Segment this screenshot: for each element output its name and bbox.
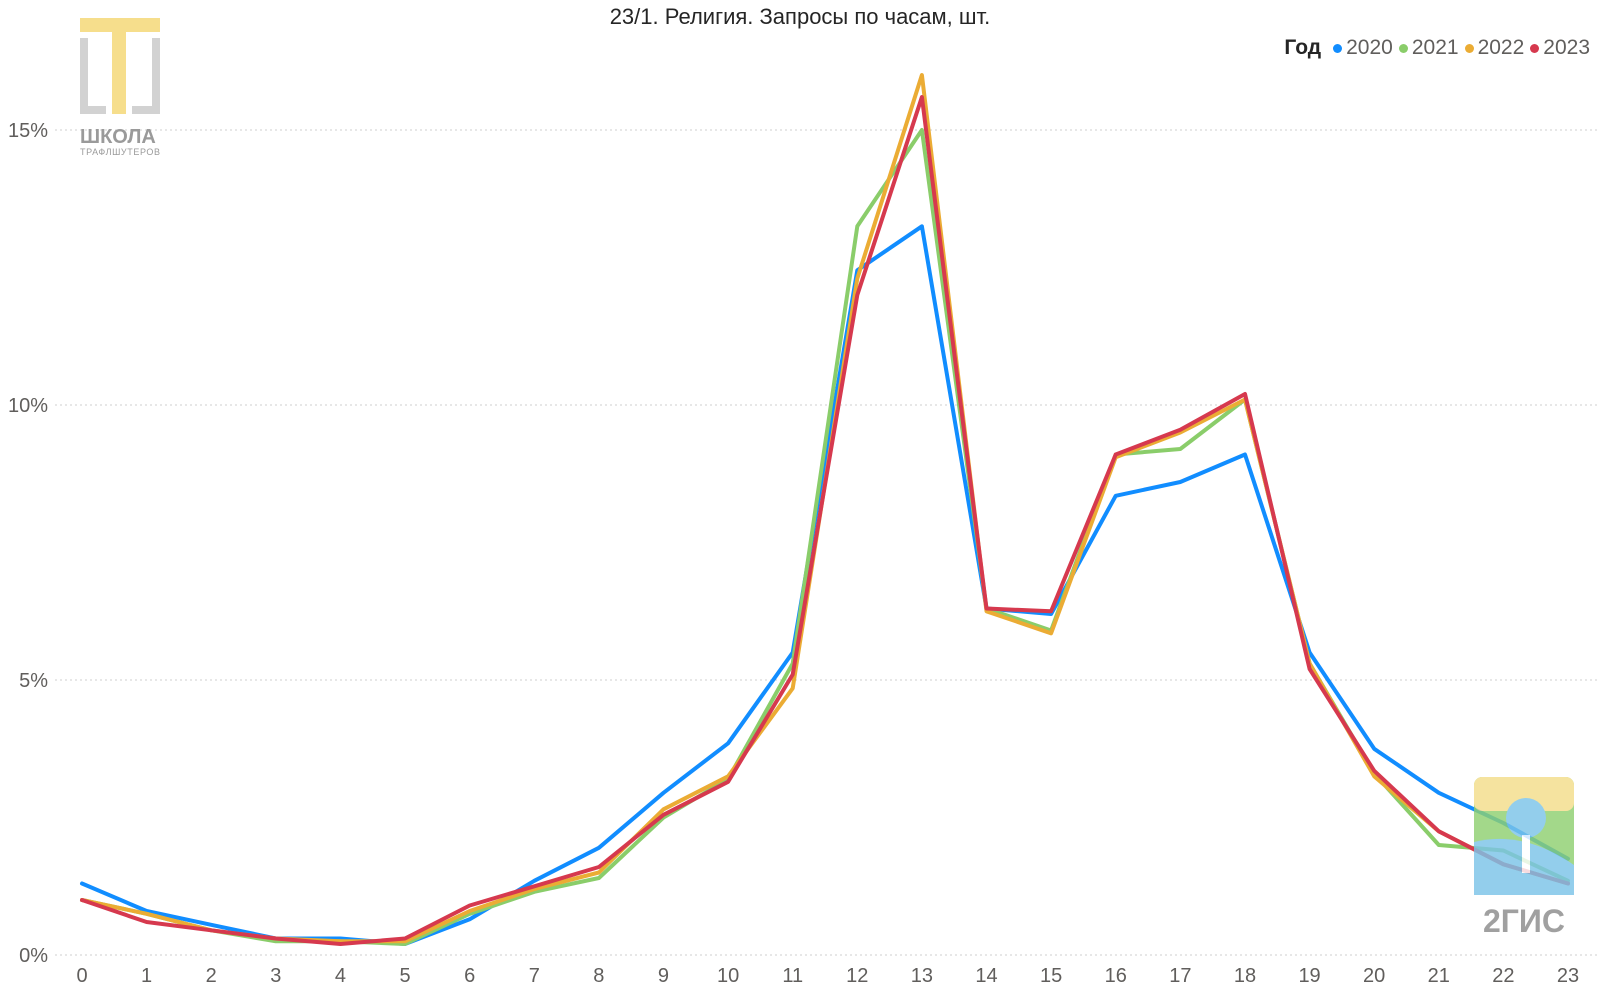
legend-item-2021[interactable]: 2021 <box>1398 36 1459 60</box>
x-tick-label: 3 <box>270 965 281 987</box>
y-tick-label: 5% <box>19 670 48 692</box>
y-tick-label: 15% <box>8 120 48 142</box>
x-tick-label: 7 <box>529 965 540 987</box>
school-logo-text: ШКОЛА <box>80 126 156 148</box>
x-tick-label: 23 <box>1557 965 1579 987</box>
series-line-2023[interactable] <box>80 95 1570 946</box>
tt-logo-icon: ШКОЛА ТРАФЛШУТЕРОВ <box>80 18 160 157</box>
x-tick-label: 8 <box>593 965 604 987</box>
2gis-logo-icon: 2ГИС <box>1474 777 1574 939</box>
gridlines <box>55 129 1600 956</box>
legend-label: 2020 <box>1346 36 1393 59</box>
x-tick-label: 16 <box>1105 965 1127 987</box>
legend-label: 2022 <box>1477 36 1525 59</box>
series-line-2021[interactable] <box>80 128 1570 946</box>
series-line-2020[interactable] <box>80 224 1570 946</box>
x-tick-label: 1 <box>141 965 152 987</box>
x-tick-label: 10 <box>717 965 739 987</box>
x-tick-label: 15 <box>1040 965 1062 987</box>
chart-title: 23/1. Религия. Запросы по часам, шт. <box>609 4 991 29</box>
legend-item-2023[interactable]: 2023 <box>1530 36 1590 60</box>
y-axis: 0% 5% 10% 15% <box>8 120 48 967</box>
x-tick-label: 20 <box>1363 965 1385 987</box>
legend-item-2020[interactable]: 2020 <box>1333 36 1393 60</box>
legend: Год 2020 2021 2022 2023 <box>1284 36 1590 60</box>
x-tick-label: 13 <box>911 965 933 987</box>
series-lines <box>80 73 1570 946</box>
x-tick-label: 6 <box>464 965 475 987</box>
legend-title: Год <box>1284 36 1322 59</box>
x-axis: 0 1 2 3 4 5 6 7 8 9 10 11 12 13 14 15 16 17 18 19 20 21 22 23 <box>76 965 1579 987</box>
x-tick-label: 22 <box>1492 965 1514 987</box>
series-line-2022[interactable] <box>80 73 1570 944</box>
x-tick-label: 14 <box>975 965 997 987</box>
y-tick-label: 10% <box>8 395 48 417</box>
x-tick-label: 9 <box>658 965 669 987</box>
legend-marker <box>1333 43 1343 53</box>
y-tick-label: 0% <box>19 945 48 967</box>
legend-item-2022[interactable]: 2022 <box>1464 36 1525 60</box>
school-logo-subtext: ТРАФЛШУТЕРОВ <box>80 147 160 157</box>
gis-logo-text: 2ГИС <box>1483 903 1565 939</box>
x-tick-label: 21 <box>1428 965 1450 987</box>
legend-marker <box>1464 43 1474 53</box>
x-tick-label: 11 <box>782 965 803 987</box>
x-tick-label: 2 <box>206 965 217 987</box>
x-tick-label: 19 <box>1298 965 1320 987</box>
legend-label: 2021 <box>1411 36 1459 59</box>
legend-marker <box>1398 43 1408 53</box>
legend-label: 2023 <box>1543 36 1590 59</box>
x-tick-label: 17 <box>1169 965 1191 987</box>
x-tick-label: 18 <box>1234 965 1256 987</box>
legend-marker <box>1530 43 1540 53</box>
x-tick-label: 12 <box>846 965 868 987</box>
x-tick-label: 5 <box>399 965 410 987</box>
x-tick-label: 4 <box>335 965 346 987</box>
x-tick-label: 0 <box>76 965 87 987</box>
